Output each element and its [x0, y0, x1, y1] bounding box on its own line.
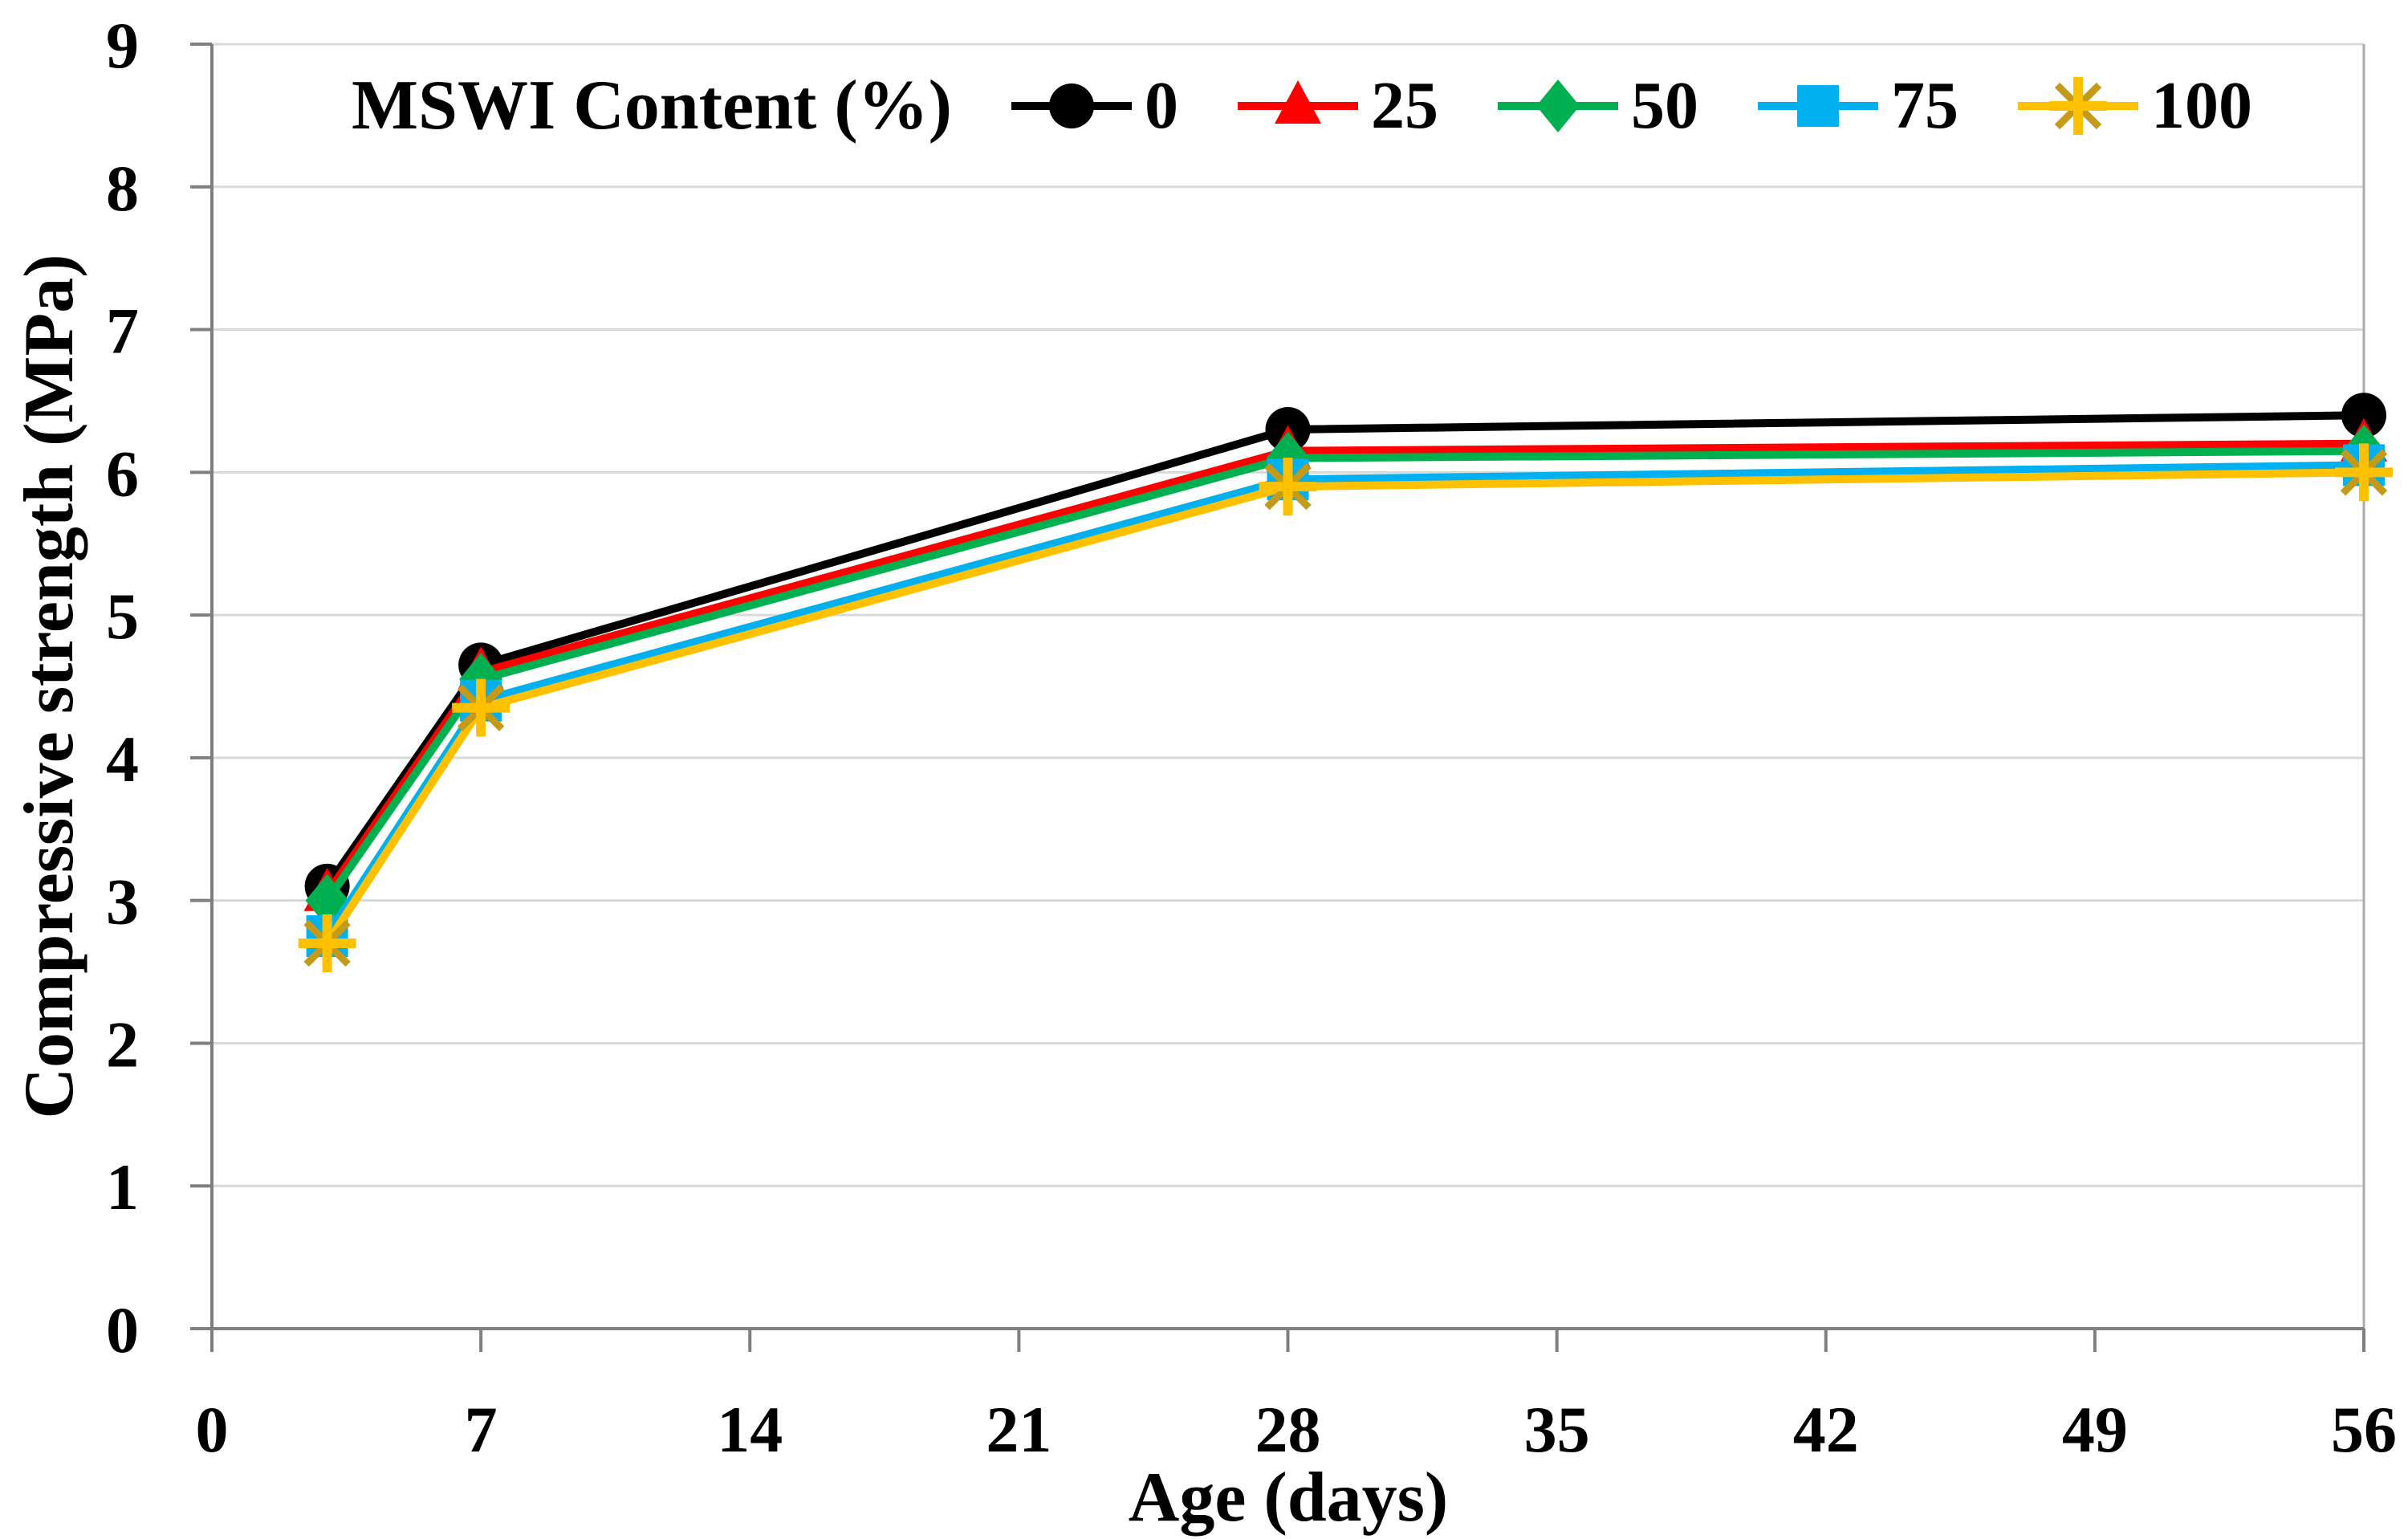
x-tick-label-0: 0: [196, 1393, 229, 1466]
x-tick-label-42: 42: [1793, 1393, 1859, 1466]
legend-marker-square-icon: [1757, 85, 1878, 127]
legend-label-50: 50: [1630, 68, 1698, 143]
x-tick-label-35: 35: [1524, 1393, 1590, 1466]
series-line-50: [323, 446, 2365, 903]
series-100: [298, 443, 2393, 972]
series-100-marker-28d: [1259, 458, 1317, 516]
series-100-marker-3d: [298, 914, 356, 972]
y-tick-label-3: 3: [106, 865, 139, 938]
legend-marker-100: [2048, 77, 2107, 135]
legend-item-25: 25: [1237, 66, 1438, 146]
series-50: [305, 424, 2386, 927]
series-100-marker-56d: [2335, 443, 2393, 502]
x-tick-label-56: 56: [2331, 1393, 2397, 1466]
y-tick-label-8: 8: [106, 152, 139, 225]
legend-label-0: 0: [1144, 68, 1178, 143]
y-tick-label-4: 4: [106, 723, 139, 796]
series-100-marker-7d: [452, 678, 510, 737]
y-axis-title: Compressive strength (MPa): [10, 254, 88, 1119]
legend-item-100: 100: [2017, 66, 2252, 146]
x-tick-label-7: 7: [465, 1393, 498, 1466]
x-tick-label-28: 28: [1255, 1393, 1321, 1466]
series-line-0: [323, 411, 2365, 889]
legend-label-25: 25: [1370, 68, 1438, 143]
y-tick-label-9: 9: [106, 9, 139, 82]
series-line-25: [323, 439, 2365, 896]
legend-marker-diamond-icon: [1497, 79, 1618, 132]
legend-item-50: 50: [1497, 66, 1698, 146]
series-0-marker-56d: [2341, 393, 2386, 438]
x-tick-label-49: 49: [2062, 1393, 2128, 1466]
legend-marker-asterisk-icon: [2017, 77, 2138, 135]
legend-marker-0: [1048, 83, 1094, 128]
legend-label-100: 100: [2150, 68, 2252, 143]
legend-label-75: 75: [1890, 68, 1959, 143]
y-tick-label-1: 1: [106, 1150, 139, 1223]
y-tick-label-6: 6: [106, 437, 139, 510]
legend-marker-triangle-icon: [1237, 80, 1358, 124]
y-tick-label-5: 5: [106, 580, 139, 653]
legend-marker-50: [1536, 79, 1580, 132]
legend-marker-75: [1796, 85, 1839, 127]
x-tick-label-21: 21: [986, 1393, 1051, 1466]
series-line-75: [323, 461, 2365, 938]
legend-marker-circle-icon: [1011, 83, 1132, 128]
x-tick-label-14: 14: [717, 1393, 783, 1466]
y-tick-label-7: 7: [106, 295, 139, 368]
y-tick-label-0: 0: [106, 1293, 139, 1366]
y-tick-label-2: 2: [106, 1008, 139, 1081]
legend: MSWI Content (%) 0 25 50 75 100: [352, 58, 2252, 154]
series-line-100: [323, 468, 2365, 946]
legend-item-0: 0: [1011, 66, 1178, 146]
x-axis-title: Age (days): [1128, 1459, 1449, 1537]
series-75: [306, 444, 2385, 958]
legend-marker-25: [1274, 80, 1321, 124]
legend-title: MSWI Content (%): [352, 67, 952, 145]
legend-item-75: 75: [1757, 66, 1959, 146]
